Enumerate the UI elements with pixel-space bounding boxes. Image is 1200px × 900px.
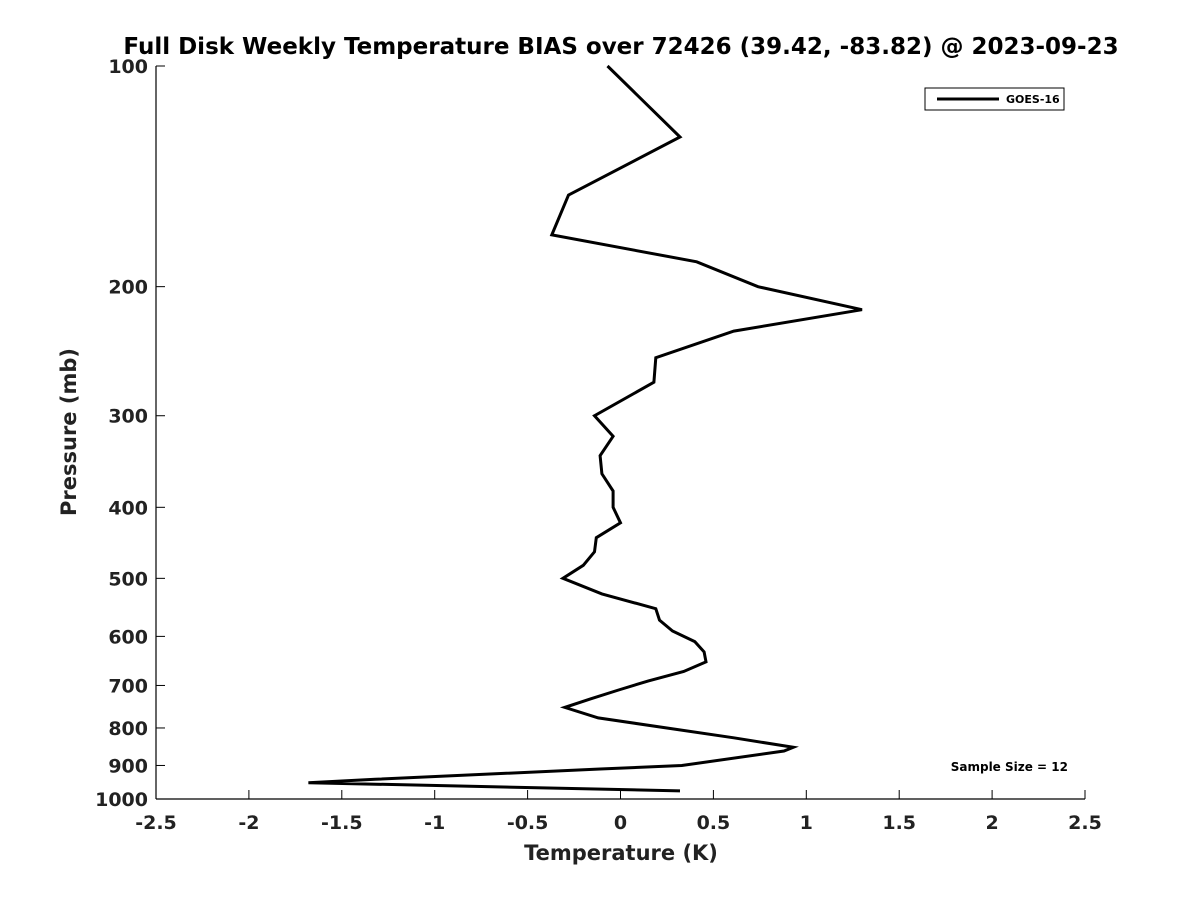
series-line-goes-16 xyxy=(308,64,863,793)
y-tick-label: 500 xyxy=(108,568,148,590)
y-tick-label: 700 xyxy=(108,675,148,697)
y-tick-label: 1000 xyxy=(95,789,148,811)
x-tick-label: 2.5 xyxy=(1068,812,1102,834)
legend-label-goes-16: GOES-16 xyxy=(1006,93,1060,106)
y-tick-label: 200 xyxy=(108,277,148,299)
chart-title: Full Disk Weekly Temperature BIAS over 7… xyxy=(123,34,1118,60)
x-tick-label: -2 xyxy=(238,812,259,834)
x-tick-label: -0.5 xyxy=(507,812,549,834)
y-axis-label: Pressure (mb) xyxy=(57,348,81,516)
x-tick-label: 0 xyxy=(614,812,627,834)
x-tick-label: -1.5 xyxy=(321,812,363,834)
x-axis-label: Temperature (K) xyxy=(524,841,718,865)
x-ticks: -2.5 -2 -1.5 -1 -0.5 0 0.5 1 1.5 2 2.5 xyxy=(135,790,1102,834)
sample-size-annotation: Sample Size = 12 xyxy=(951,760,1068,774)
y-tick-label: 600 xyxy=(108,626,148,648)
x-tick-label: -1 xyxy=(424,812,445,834)
y-tick-label: 300 xyxy=(108,406,148,428)
x-tick-label: -2.5 xyxy=(135,812,177,834)
x-tick-label: 1 xyxy=(800,812,813,834)
x-tick-label: 1.5 xyxy=(882,812,916,834)
y-tick-label: 400 xyxy=(108,497,148,519)
x-tick-label: 2 xyxy=(985,812,998,834)
y-tick-label: 800 xyxy=(108,718,148,740)
y-ticks: 100 200 300 400 500 600 700 800 900 1000 xyxy=(95,56,165,811)
y-tick-label: 100 xyxy=(108,56,148,78)
x-tick-label: 0.5 xyxy=(697,812,731,834)
legend: GOES-16 xyxy=(924,87,1065,111)
y-tick-label: 900 xyxy=(108,755,148,777)
